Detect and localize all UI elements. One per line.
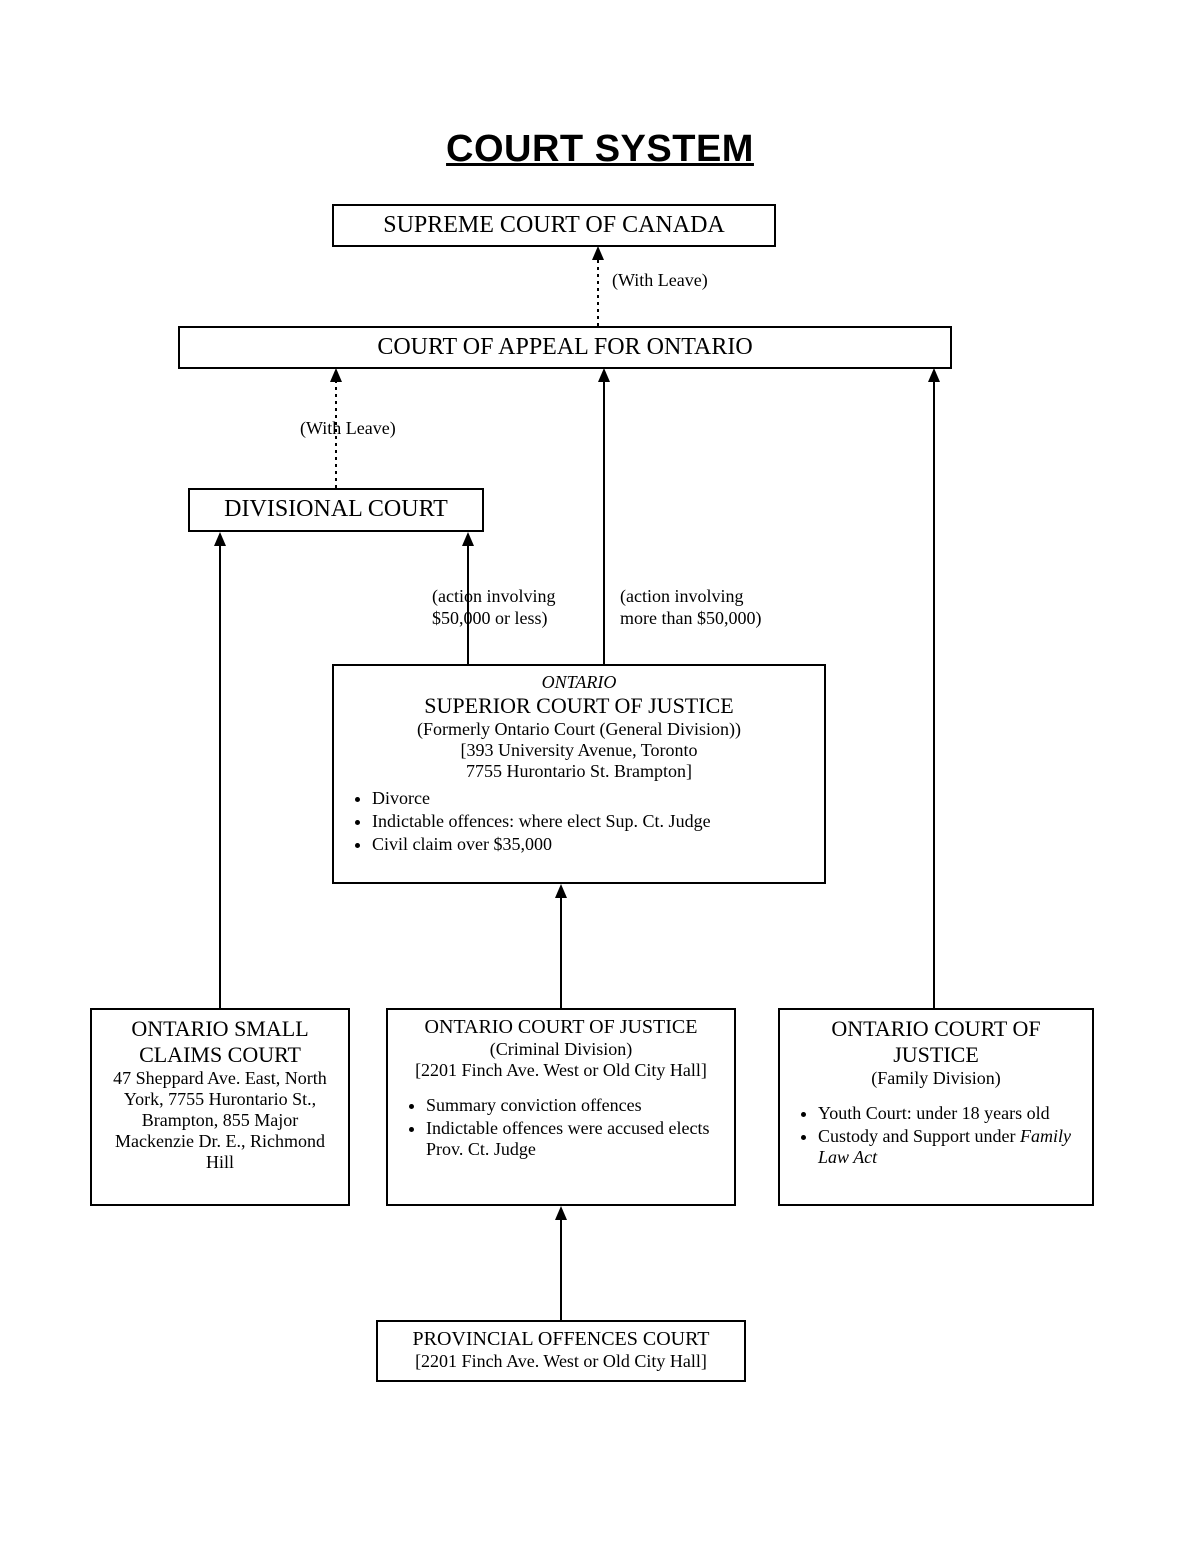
node-label: DIVISIONAL COURT (200, 496, 472, 523)
bullet-item: Divorce (372, 788, 814, 809)
bullet-text: Youth Court: under 18 years old (818, 1103, 1050, 1123)
node-address: [393 University Avenue, Toronto (344, 740, 814, 761)
bullet-item: Indictable offences were accused elects … (426, 1118, 724, 1160)
node-small-claims-court: ONTARIO SMALL CLAIMS COURT 47 Sheppard A… (90, 1008, 350, 1206)
edge-label-action-gt-50k: (action involving (620, 586, 743, 607)
node-subtitle: (Formerly Ontario Court (General Divisio… (344, 719, 814, 740)
bullet-text: Custody and Support under (818, 1126, 1020, 1146)
node-title: SUPERIOR COURT OF JUSTICE (344, 693, 814, 719)
node-address: [2201 Finch Ave. West or Old City Hall] (398, 1060, 724, 1081)
node-address: [2201 Finch Ave. West or Old City Hall] (388, 1351, 734, 1372)
edge-label-with-leave: (With Leave) (612, 270, 708, 291)
node-title: ONTARIO COURT OF JUSTICE (398, 1016, 724, 1039)
bullet-item: Civil claim over $35,000 (372, 834, 814, 855)
node-supreme-court: SUPREME COURT OF CANADA (332, 204, 776, 247)
node-court-of-appeal: COURT OF APPEAL FOR ONTARIO (178, 326, 952, 369)
bullet-item: Indictable offences: where elect Sup. Ct… (372, 811, 814, 832)
node-provincial-offences: PROVINCIAL OFFENCES COURT [2201 Finch Av… (376, 1320, 746, 1382)
bullet-item: Youth Court: under 18 years old (818, 1103, 1082, 1124)
node-subtitle: (Criminal Division) (398, 1039, 724, 1060)
node-bullets: Summary conviction offences Indictable o… (398, 1095, 724, 1160)
node-address: 47 Sheppard Ave. East, North York, 7755 … (102, 1068, 338, 1173)
node-subtitle: (Family Division) (790, 1068, 1082, 1089)
bullet-item: Custody and Support under Family Law Act (818, 1126, 1082, 1168)
node-superior-court-justice: ONTARIO SUPERIOR COURT OF JUSTICE (Forme… (332, 664, 826, 884)
node-title: CLAIMS COURT (102, 1042, 338, 1068)
edge-label-action-le-50k: (action involving (432, 586, 555, 607)
node-label: SUPREME COURT OF CANADA (344, 212, 764, 239)
node-ocj-family: ONTARIO COURT OF JUSTICE (Family Divisio… (778, 1008, 1094, 1206)
node-bullets: Divorce Indictable offences: where elect… (344, 788, 814, 855)
edge-label-action-le-50k: $50,000 or less) (432, 608, 548, 629)
bullet-item: Summary conviction offences (426, 1095, 724, 1116)
node-title: JUSTICE (790, 1042, 1082, 1068)
edge-label-action-gt-50k: more than $50,000) (620, 608, 761, 629)
node-title: ONTARIO COURT OF (790, 1016, 1082, 1042)
node-title: PROVINCIAL OFFENCES COURT (388, 1328, 734, 1351)
node-divisional-court: DIVISIONAL COURT (188, 488, 484, 532)
node-pretitle: ONTARIO (344, 672, 814, 693)
page: COURT SYSTEM SUPREME COURT OF CANADA COU… (0, 0, 1200, 1553)
node-ocj-criminal: ONTARIO COURT OF JUSTICE (Criminal Divis… (386, 1008, 736, 1206)
node-label: COURT OF APPEAL FOR ONTARIO (190, 334, 940, 361)
node-title: ONTARIO SMALL (102, 1016, 338, 1042)
page-title: COURT SYSTEM (0, 128, 1200, 171)
node-address: 7755 Hurontario St. Brampton] (344, 761, 814, 782)
edge-label-with-leave: (With Leave) (300, 418, 396, 439)
node-bullets: Youth Court: under 18 years old Custody … (790, 1103, 1082, 1168)
